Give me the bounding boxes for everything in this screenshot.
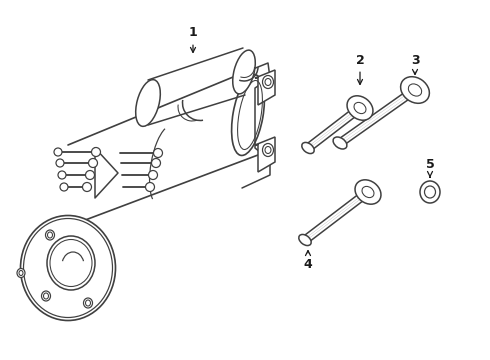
- Ellipse shape: [92, 148, 100, 157]
- Ellipse shape: [299, 234, 311, 246]
- Ellipse shape: [136, 80, 160, 126]
- Ellipse shape: [85, 171, 95, 180]
- Ellipse shape: [233, 50, 255, 94]
- Polygon shape: [338, 87, 417, 146]
- Ellipse shape: [263, 76, 273, 89]
- Polygon shape: [306, 105, 363, 151]
- Ellipse shape: [401, 77, 429, 103]
- Ellipse shape: [347, 96, 373, 120]
- Ellipse shape: [56, 159, 64, 167]
- Ellipse shape: [60, 183, 68, 191]
- Ellipse shape: [420, 181, 440, 203]
- Ellipse shape: [89, 158, 98, 167]
- Ellipse shape: [232, 75, 265, 156]
- Ellipse shape: [148, 171, 157, 180]
- Ellipse shape: [146, 183, 154, 192]
- Ellipse shape: [58, 171, 66, 179]
- Ellipse shape: [21, 216, 116, 320]
- Ellipse shape: [46, 230, 54, 240]
- Ellipse shape: [17, 269, 25, 278]
- Polygon shape: [255, 137, 275, 172]
- Text: 2: 2: [356, 54, 365, 85]
- Ellipse shape: [47, 236, 95, 290]
- Ellipse shape: [263, 144, 273, 157]
- Polygon shape: [303, 189, 370, 243]
- Ellipse shape: [333, 137, 347, 149]
- Ellipse shape: [153, 148, 163, 158]
- Text: 4: 4: [304, 251, 313, 271]
- Ellipse shape: [82, 183, 92, 192]
- Ellipse shape: [355, 180, 381, 204]
- Text: 1: 1: [189, 27, 197, 53]
- Ellipse shape: [42, 291, 50, 301]
- Ellipse shape: [302, 143, 314, 154]
- Text: 5: 5: [426, 158, 434, 177]
- Ellipse shape: [151, 158, 161, 167]
- Ellipse shape: [83, 298, 93, 308]
- Text: 3: 3: [411, 54, 419, 75]
- Polygon shape: [255, 70, 275, 105]
- Ellipse shape: [54, 148, 62, 156]
